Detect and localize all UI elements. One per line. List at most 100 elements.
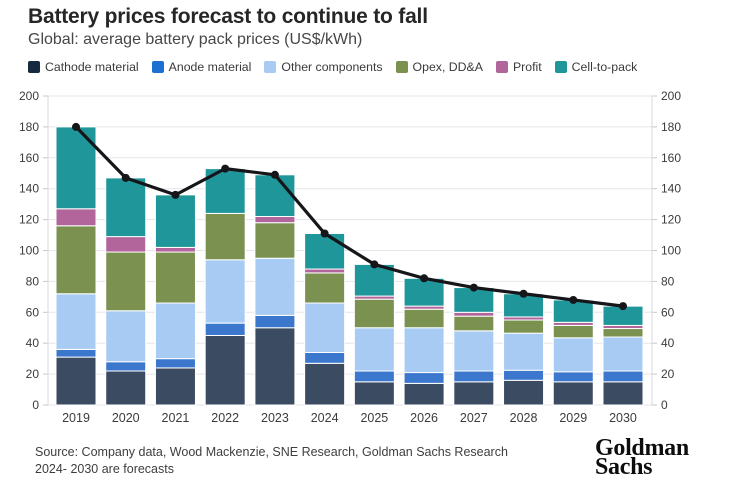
bar-segment-profit xyxy=(105,236,147,253)
y-axis-label-right: 100 xyxy=(661,244,681,258)
y-axis-label-left: 0 xyxy=(32,398,39,412)
chart-subtitle: Global: average battery pack prices (US$… xyxy=(28,31,363,48)
bar-segment-cell-to-pack xyxy=(105,177,147,238)
line-marker xyxy=(121,173,130,182)
y-axis-label-left: 100 xyxy=(19,244,39,258)
bar-segment-anode-material xyxy=(353,370,395,383)
bar-segment-other-components xyxy=(204,259,246,324)
bar-segment-profit xyxy=(453,311,495,317)
legend-swatch-opex-dda xyxy=(395,61,408,73)
bar-segment-cell-to-pack xyxy=(154,194,196,248)
line-marker xyxy=(270,170,279,179)
legend-item-other-components: Other components xyxy=(264,60,383,74)
bar-segment-other-components xyxy=(552,337,594,373)
bar-segment-anode-material xyxy=(552,371,594,383)
bar-segment-profit xyxy=(254,216,296,224)
bar-segment-anode-material xyxy=(154,358,196,369)
legend-item-cathode-material: Cathode material xyxy=(28,60,139,74)
y-axis-label-right: 140 xyxy=(661,182,681,196)
bar-segment-anode-material xyxy=(602,370,644,383)
bar-segment-other-components xyxy=(602,336,644,372)
line-marker xyxy=(221,164,230,173)
bar-segment-other-components xyxy=(304,302,346,353)
bar-segment-anode-material xyxy=(453,370,495,383)
bar-segment-cathode-material xyxy=(55,356,97,406)
x-axis-label: 2020 xyxy=(112,411,140,425)
bar-segment-cathode-material xyxy=(254,327,296,406)
y-axis-label-right: 200 xyxy=(661,89,681,103)
total-price-line xyxy=(74,125,625,308)
y-axis-label-right: 0 xyxy=(661,398,668,412)
bar-segment-anode-material xyxy=(105,361,147,372)
bar-segment-profit xyxy=(154,246,196,253)
legend-swatch-other-components xyxy=(264,61,277,73)
page-title: Battery prices forecast to continue to f… xyxy=(28,5,428,28)
line-marker xyxy=(519,289,528,298)
line-marker xyxy=(320,229,329,238)
bar-segment-opex-dda xyxy=(503,319,545,334)
legend-label-opex-dda: Opex, DD&A xyxy=(412,60,483,74)
y-axis-label-left: 200 xyxy=(19,89,39,103)
line-marker xyxy=(569,295,578,304)
bar-segment-cathode-material xyxy=(503,379,545,406)
x-axis-label: 2023 xyxy=(261,411,289,425)
bar-segment-anode-material xyxy=(254,314,296,329)
x-axis-label: 2024 xyxy=(311,411,339,425)
x-axis-label: 2019 xyxy=(62,411,90,425)
y-axis-label-right: 160 xyxy=(661,151,681,165)
bar-segment-cathode-material xyxy=(552,381,594,406)
bar-segment-other-components xyxy=(154,302,196,360)
legend-swatch-cell-to-pack xyxy=(554,61,567,73)
bar-segment-cell-to-pack xyxy=(304,233,346,270)
x-axis-label: 2021 xyxy=(162,411,190,425)
y-axis-label-right: 180 xyxy=(661,120,681,134)
line-marker xyxy=(420,274,429,283)
bar-segment-other-components xyxy=(105,310,147,363)
bar-segment-cathode-material xyxy=(403,382,445,406)
bar-segment-other-components xyxy=(254,257,296,316)
bar-segment-anode-material xyxy=(403,372,445,384)
bar-segment-opex-dda xyxy=(204,212,246,261)
bar-segment-other-components xyxy=(403,327,445,374)
y-axis-label-left: 140 xyxy=(19,182,39,196)
bar-segment-anode-material xyxy=(304,351,346,364)
bar-segment-cathode-material xyxy=(204,334,246,406)
bar-segment-cathode-material xyxy=(353,381,395,406)
legend-label-cell-to-pack: Cell-to-pack xyxy=(571,60,638,74)
x-axis-label: 2030 xyxy=(609,411,637,425)
bar-segment-cell-to-pack xyxy=(453,287,495,313)
bar-segment-anode-material xyxy=(55,348,97,358)
y-axis-label-left: 40 xyxy=(26,336,40,350)
legend-item-anode-material: Anode material xyxy=(151,60,252,74)
x-axis-label: 2027 xyxy=(460,411,488,425)
bar-segment-cathode-material xyxy=(304,362,346,406)
y-axis-label-left: 120 xyxy=(19,213,39,227)
y-axis-label-right: 20 xyxy=(661,367,675,381)
x-axis-label: 2022 xyxy=(211,411,239,425)
line-marker xyxy=(618,302,627,311)
x-axis-label: 2029 xyxy=(559,411,587,425)
legend-label-other-components: Other components xyxy=(281,60,383,74)
y-axis-label-left: 20 xyxy=(26,367,40,381)
bar-segment-cathode-material xyxy=(602,381,644,406)
source-line-2: 2024- 2030 are forecasts xyxy=(35,462,174,476)
legend-item-cell-to-pack: Cell-to-pack xyxy=(554,60,638,74)
legend-label-anode-material: Anode material xyxy=(168,60,252,74)
bar-segment-other-components xyxy=(503,332,545,371)
source-line-1: Source: Company data, Wood Mackenzie, SN… xyxy=(35,445,508,459)
bar-segment-opex-dda xyxy=(154,251,196,304)
legend: Cathode material Anode material Other comp… xyxy=(28,60,637,74)
bar-segment-cathode-material xyxy=(154,367,196,406)
bar-segment-profit xyxy=(304,268,346,274)
legend-swatch-anode-material xyxy=(151,61,164,73)
bar-segment-cathode-material xyxy=(105,370,147,406)
legend-swatch-profit xyxy=(495,61,508,73)
x-axis-label: 2026 xyxy=(410,411,438,425)
bar-segment-cell-to-pack xyxy=(403,277,445,307)
line-marker xyxy=(469,283,478,292)
bar-segment-opex-dda xyxy=(304,272,346,304)
y-axis-label-left: 60 xyxy=(26,305,40,319)
line-marker xyxy=(72,122,80,131)
x-axis-label: 2025 xyxy=(360,411,388,425)
